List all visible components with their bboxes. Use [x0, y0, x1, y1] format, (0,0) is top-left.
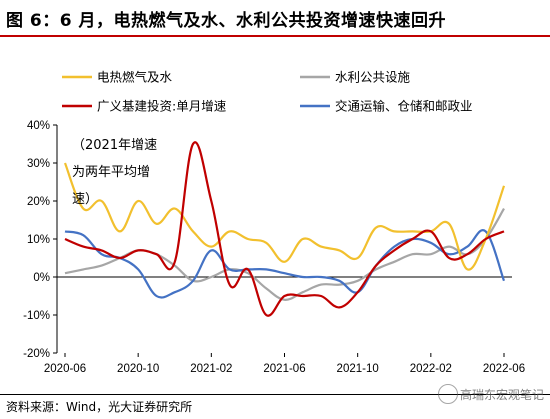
y-axis-ticks: -20% -10% 0% 10% 20% 30% 40% — [23, 120, 57, 360]
series-lines — [63, 141, 506, 317]
series-line-broad-infra — [64, 141, 505, 317]
x-tick-label: 2022-02 — [410, 363, 452, 375]
y-tick-label: 40% — [27, 120, 50, 132]
watermark-text: 高瑞东宏观笔记 — [459, 388, 544, 402]
figure-title: 图 6：6 月，电热燃气及水、水利公共投资增速快速回升 — [6, 11, 446, 31]
chart-annotation: （2021年增速 为两年平均增 速） — [72, 138, 157, 207]
legend-label-broad-infra: 广义基建投资:单月增速 — [97, 99, 227, 114]
legend-label-utilities: 电热燃气及水 — [97, 70, 173, 85]
y-tick-label: -20% — [23, 348, 50, 360]
x-tick-label: 2020-06 — [44, 363, 86, 375]
series-line-transport — [64, 229, 506, 299]
watermark: 高瑞东宏观笔记 — [437, 384, 544, 404]
source-note: 资料来源：Wind，光大证券研究所 — [6, 400, 193, 414]
watermark-logo-icon — [437, 384, 458, 404]
legend-label-transport: 交通运输、仓储和邮政业 — [335, 99, 473, 114]
title-rule — [0, 35, 550, 37]
x-tick-label: 2022-06 — [483, 363, 525, 375]
y-tick-label: -10% — [23, 310, 50, 322]
line-chart: 电热燃气及水 水利公共设施 广义基建投资:单月增速 交通运输、仓储和邮政业 -2… — [23, 70, 525, 376]
annotation-line-1: （2021年增速 — [72, 138, 157, 153]
y-tick-label: 20% — [27, 196, 50, 208]
footer-rule — [0, 394, 550, 395]
x-tick-label: 2021-10 — [337, 363, 379, 375]
annotation-line-2: 为两年平均增 — [72, 165, 150, 180]
annotation-line-3: 速） — [72, 192, 98, 207]
x-tick-label: 2020-10 — [117, 363, 159, 375]
x-tick-label: 2021-06 — [263, 363, 305, 375]
legend-label-water-public: 水利公共设施 — [335, 70, 411, 85]
y-tick-label: 30% — [27, 158, 50, 170]
legend: 电热燃气及水 水利公共设施 广义基建投资:单月增速 交通运输、仓储和邮政业 — [62, 70, 473, 114]
x-tick-label: 2021-02 — [190, 363, 232, 375]
figure-header: 图 6：6 月，电热燃气及水、水利公共投资增速快速回升 — [0, 0, 550, 37]
x-axis-ticks: 2020-06 2020-10 2021-02 2021-06 2021-10 2022-… — [44, 353, 525, 375]
y-tick-label: 10% — [27, 234, 50, 246]
y-tick-label: 0% — [33, 272, 50, 284]
